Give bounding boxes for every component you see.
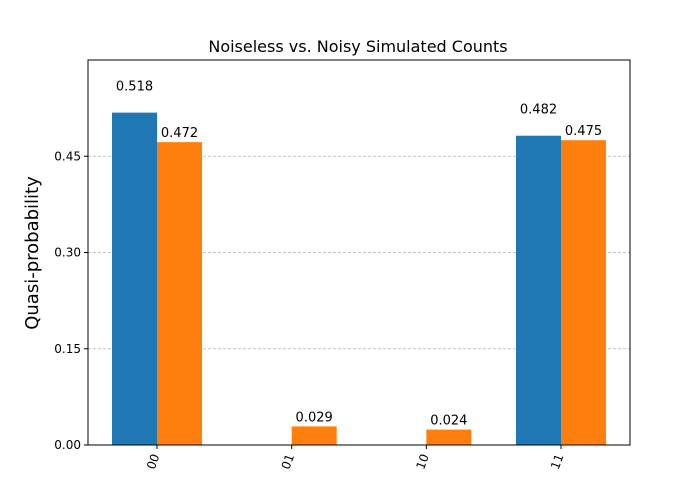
x-tick-label: 10 [413, 452, 431, 471]
chart-title: Noiseless vs. Noisy Simulated Counts [208, 37, 507, 56]
bar-value-label: 0.518 [116, 80, 153, 95]
axes: 0.00 0.15 0.30 0.45 00 01 10 11 [54, 149, 566, 471]
bar-series-2 [561, 140, 607, 446]
bar-series-2 [157, 142, 202, 445]
y-tick-label: 0.00 [54, 438, 81, 452]
bar-value-label: 0.024 [430, 414, 467, 429]
y-tick-label: 0.30 [54, 246, 81, 260]
bar-value-label: 0.472 [161, 126, 198, 141]
bars [112, 112, 607, 446]
bar-series-1 [516, 135, 562, 445]
bar-value-label: 0.029 [296, 410, 333, 425]
data-labels: 0.518 0.472 0.029 0.024 0.482 0.475 [116, 80, 602, 429]
y-tick-label: 0.15 [54, 342, 81, 356]
bar-value-label: 0.475 [565, 124, 602, 139]
x-tick-label: 11 [548, 452, 566, 471]
x-tick-label: 01 [279, 452, 297, 471]
y-tick-label: 0.45 [54, 149, 81, 163]
bar-value-label: 0.482 [520, 103, 557, 118]
bar-series-1 [112, 112, 157, 445]
bar-series-2 [426, 429, 472, 445]
bar-series-2 [291, 426, 337, 445]
x-tick-label: 00 [144, 452, 162, 471]
y-axis-label: Quasi-probability [22, 176, 43, 330]
